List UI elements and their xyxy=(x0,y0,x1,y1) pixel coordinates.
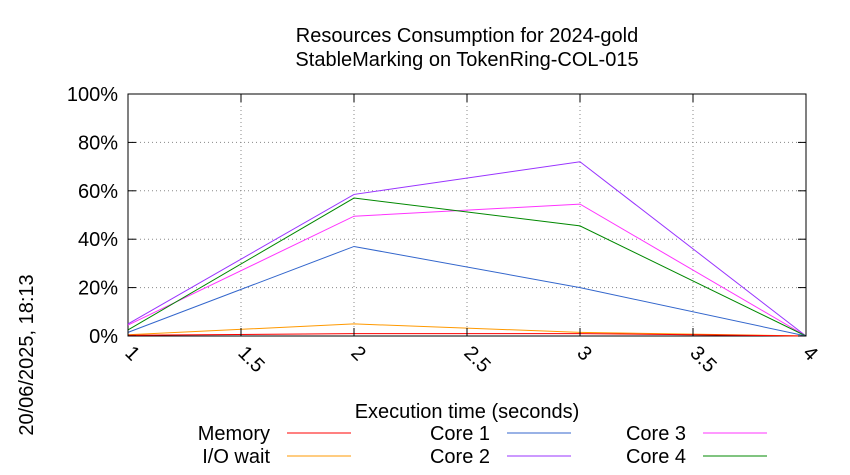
x-axis-label: Execution time (seconds) xyxy=(355,401,580,423)
x-tick-label: 2 xyxy=(346,342,369,365)
x-tick-label: 4 xyxy=(798,342,821,365)
legend-label: Core 3 xyxy=(626,423,686,445)
x-tick-label: 3.5 xyxy=(685,342,720,377)
chart-title: Resources Consumption for 2024-gold xyxy=(296,25,638,47)
chart-subtitle: StableMarking on TokenRing-COL-015 xyxy=(295,49,638,71)
x-tick-label: 3 xyxy=(572,342,595,365)
x-tick-label: 2.5 xyxy=(459,342,494,377)
x-tick-label: 1 xyxy=(120,342,143,365)
timestamp-label: 20/06/2025, 18:13 xyxy=(16,274,38,435)
y-tick-label: 0% xyxy=(89,326,118,348)
y-tick-label: 20% xyxy=(78,278,118,300)
series-line-core-4 xyxy=(127,197,807,337)
legend-label: Core 2 xyxy=(430,446,490,468)
series-layer xyxy=(127,161,807,337)
legend-label: Core 1 xyxy=(430,423,490,445)
x-tick-label: 1.5 xyxy=(233,342,268,377)
y-tick-label: 40% xyxy=(78,229,118,251)
series-line-core-2 xyxy=(127,161,807,337)
legend-label: I/O wait xyxy=(202,446,270,468)
grid xyxy=(128,94,806,336)
y-axis-ticks: 0% 20% 40% 60% 80% 100% xyxy=(67,84,806,348)
legend-label: Memory xyxy=(198,423,270,445)
series-line-core-1 xyxy=(127,245,807,337)
y-tick-label: 60% xyxy=(78,181,118,203)
y-tick-label: 100% xyxy=(67,84,118,106)
y-tick-label: 80% xyxy=(78,132,118,154)
legend-label: Core 4 xyxy=(626,446,686,468)
series-line-core-3 xyxy=(127,203,807,337)
